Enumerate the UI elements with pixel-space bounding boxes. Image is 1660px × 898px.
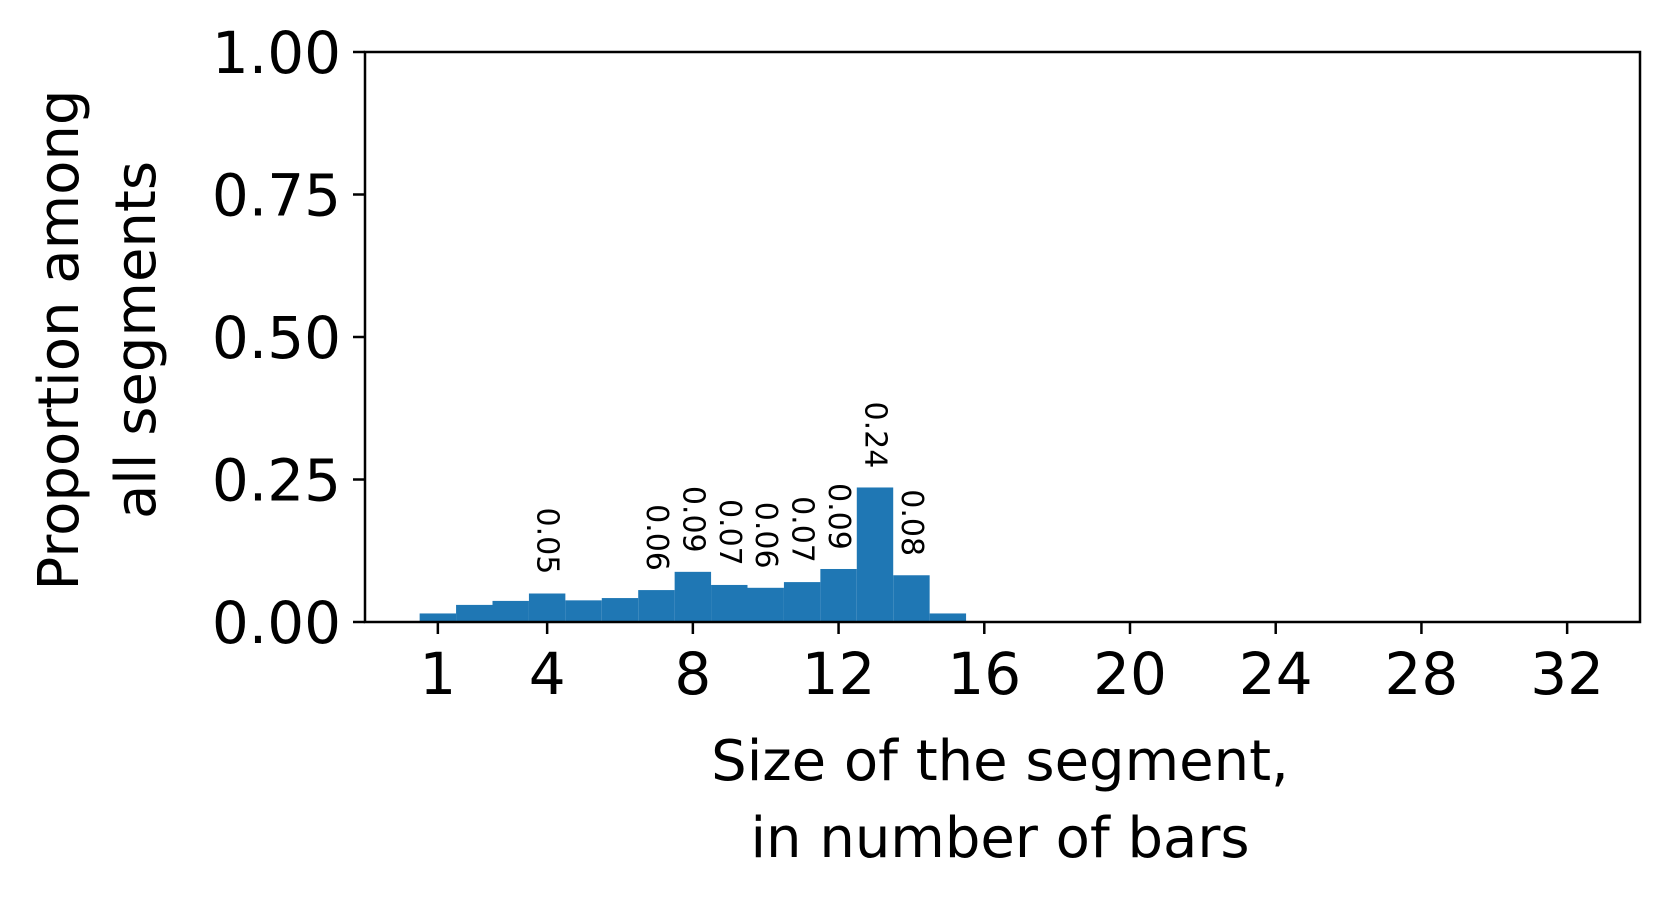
y-axis-title-line-2: all segments	[104, 161, 169, 519]
x-axis-title-line-2: in number of bars	[750, 806, 1249, 871]
bar-1	[419, 613, 457, 622]
y-tick-label-0.00: 0.00	[212, 589, 341, 657]
y-axis-ticks: 0.00 0.25 0.50 0.75 1.00	[212, 19, 365, 657]
bar-label-13: 0.24	[858, 401, 893, 468]
bar-2	[456, 604, 493, 622]
bar-label-9: 0.07	[712, 499, 747, 566]
bar-label-7: 0.06	[639, 504, 674, 571]
bar-4	[528, 593, 566, 622]
bar-label-11: 0.07	[785, 496, 820, 563]
bar-5	[565, 600, 602, 622]
bar-series	[419, 487, 1586, 622]
bar-label-10: 0.06	[748, 502, 783, 569]
y-tick-label-0.25: 0.25	[212, 447, 341, 515]
y-tick-label-0.75: 0.75	[212, 162, 341, 230]
x-tick-label-16: 16	[947, 640, 1021, 708]
bar-label-14: 0.08	[894, 489, 929, 556]
x-tick-label-32: 32	[1530, 640, 1604, 708]
x-tick-label-4: 4	[529, 640, 566, 708]
x-tick-label-24: 24	[1239, 640, 1313, 708]
bar-14	[893, 575, 930, 622]
x-tick-label-28: 28	[1385, 640, 1459, 708]
x-tick-label-8: 8	[674, 640, 711, 708]
bar-9	[711, 584, 748, 622]
bar-6	[601, 598, 639, 622]
bar-13	[856, 487, 894, 622]
bar-15	[929, 613, 967, 622]
bar-data-labels: 0.05 0.06 0.09 0.07 0.06 0.07 0.090.240.08	[530, 401, 929, 574]
y-tick-label-0.50: 0.50	[212, 304, 341, 372]
bar-label-12: 0.09	[821, 483, 856, 550]
bar-8	[674, 571, 712, 622]
bar-12	[820, 568, 857, 622]
bar-7	[638, 590, 675, 622]
y-axis-title-line-1: Proportion among	[27, 90, 92, 591]
bar-10	[747, 587, 784, 622]
x-tick-label-20: 20	[1093, 640, 1167, 708]
bar-label-8: 0.09	[675, 486, 710, 553]
y-tick-label-1.00: 1.00	[212, 19, 341, 87]
x-axis-ticks: 1 4 8 12 16 20 24 28 32	[419, 622, 1604, 708]
bar-11	[783, 582, 821, 622]
x-axis-title-line-1: Size of the segment,	[711, 729, 1289, 794]
x-tick-label-12: 12	[802, 640, 876, 708]
bar-3	[492, 600, 529, 622]
bar-label-4: 0.05	[530, 508, 565, 575]
x-tick-label-1: 1	[419, 640, 456, 708]
